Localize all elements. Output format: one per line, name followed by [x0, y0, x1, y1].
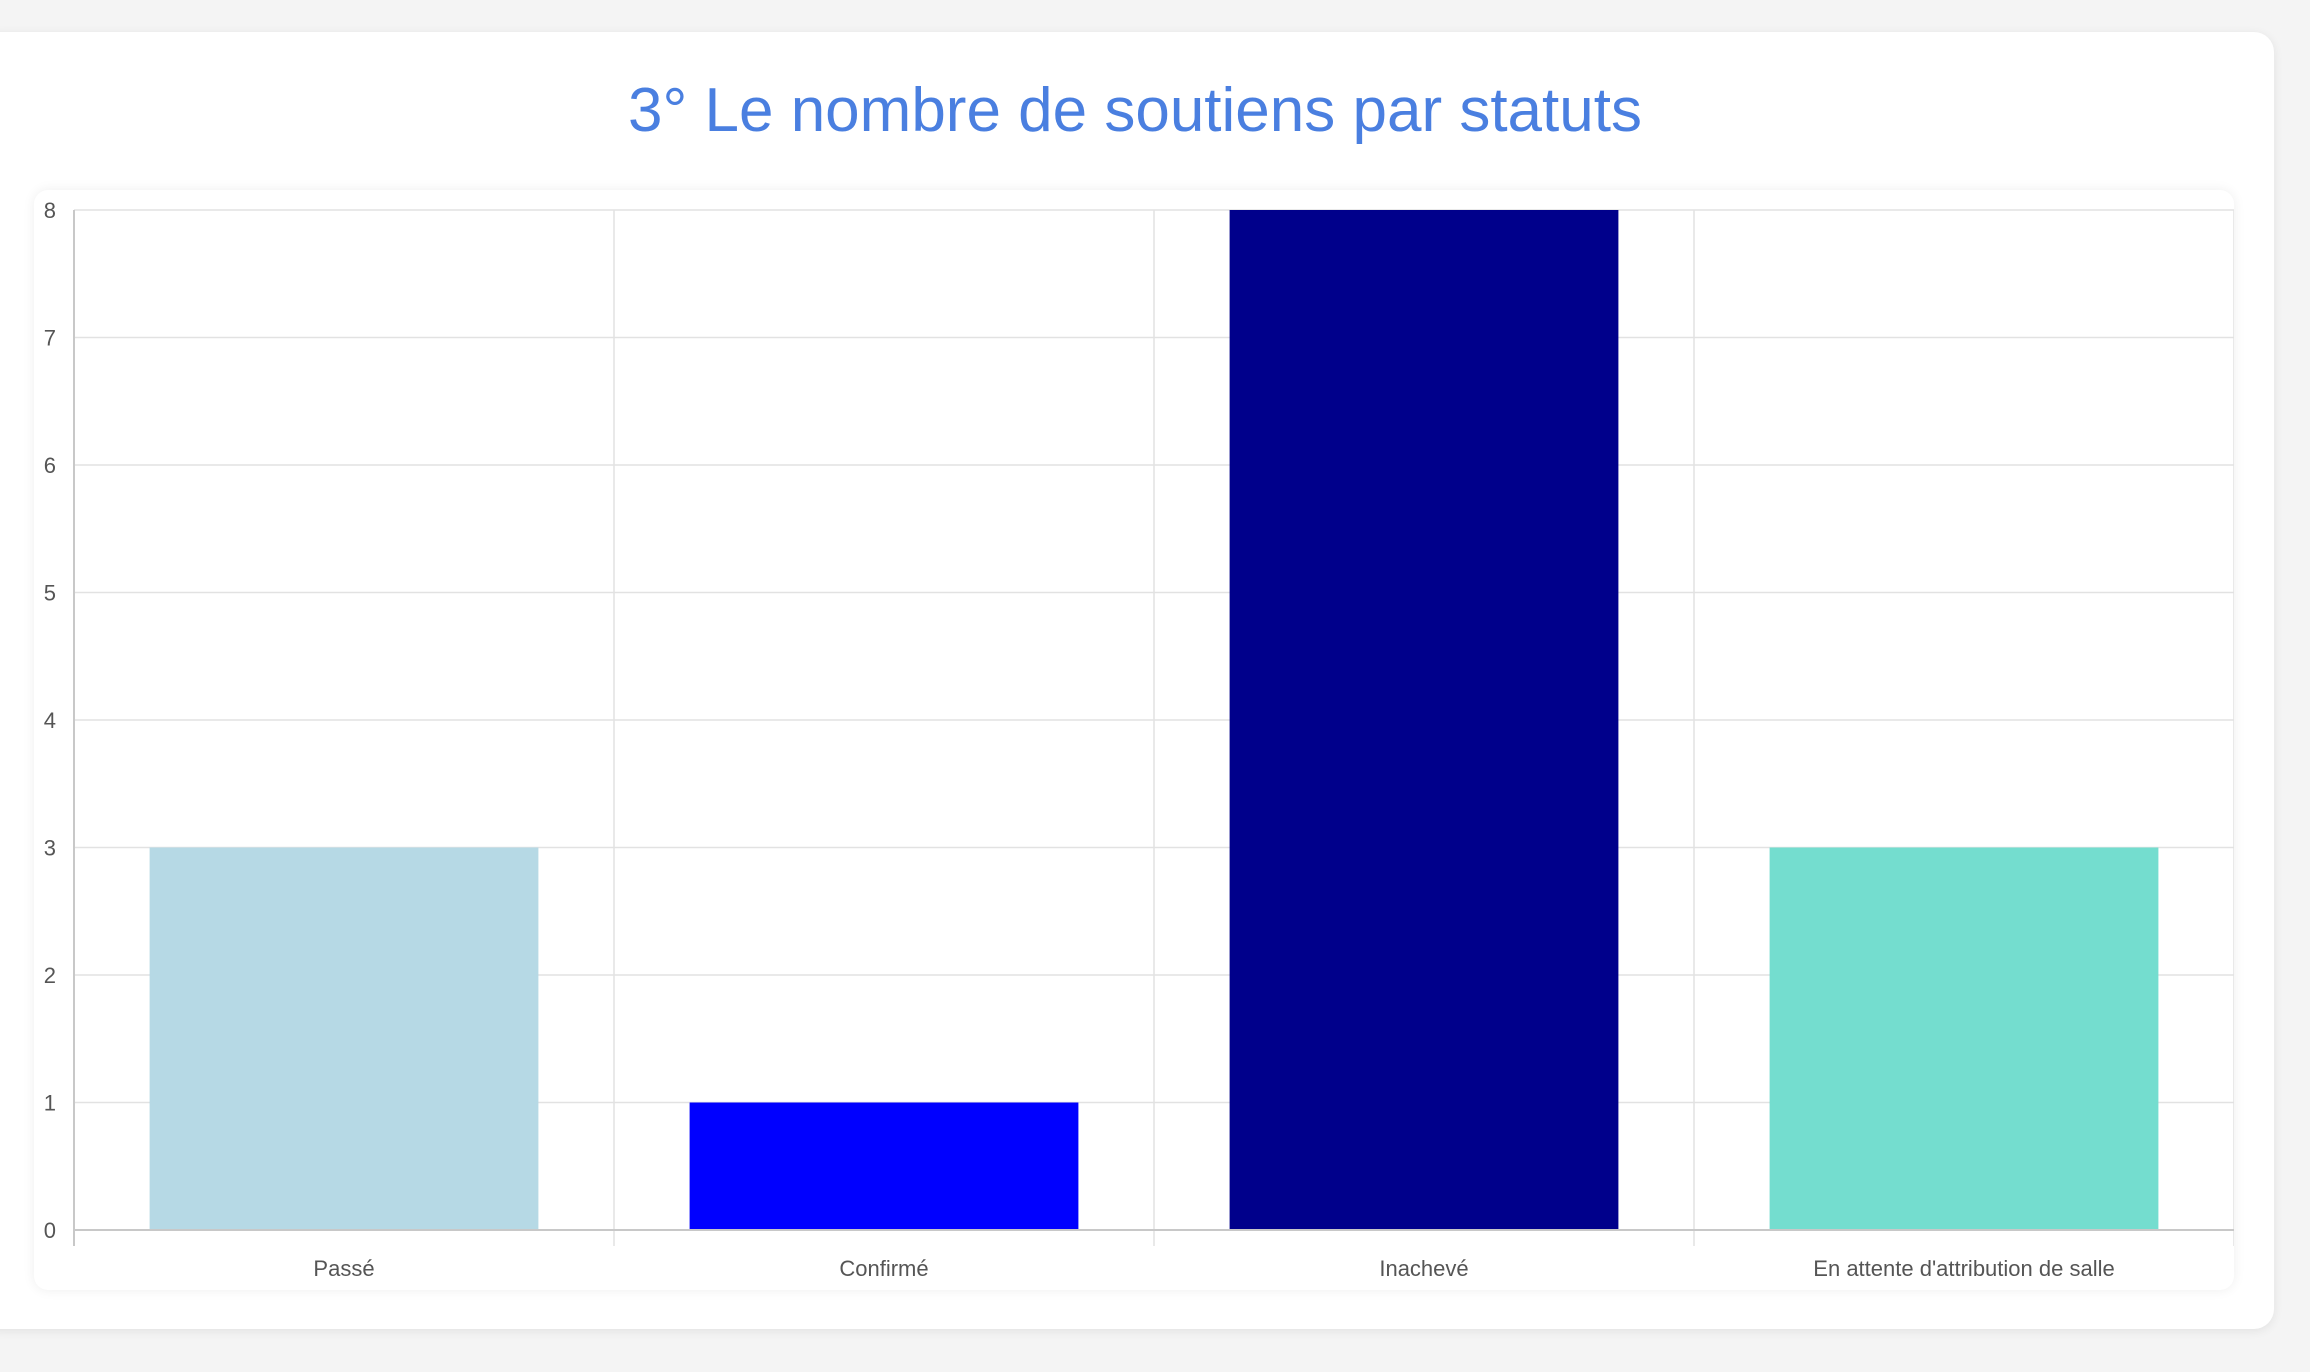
chart-container: 0 1 2 3 4 5 6 7 8 Passé Confirmé Inachevé En attente… [34, 190, 2234, 1290]
x-tick-label: Passé [313, 1256, 374, 1281]
x-tick-label: En attente d'attribution de salle [1813, 1256, 2114, 1281]
x-tick-label: Inachevé [1379, 1256, 1468, 1281]
y-tick-label: 6 [44, 453, 56, 478]
y-tick-label: 5 [44, 581, 56, 606]
y-tick-label: 2 [44, 963, 56, 988]
chart-tick-labels: 0 1 2 3 4 5 6 7 8 Passé Confirmé Inachevé En attente… [44, 198, 2115, 1281]
chart-bars [149, 210, 2159, 1231]
x-tick-label: Confirmé [839, 1256, 928, 1281]
y-tick-label: 7 [44, 326, 56, 351]
y-tick-label: 1 [44, 1091, 56, 1116]
y-tick-label: 8 [44, 198, 56, 223]
chart-axes [73, 210, 2234, 1246]
page-title: 3° Le nombre de soutiens par statuts [628, 76, 1642, 145]
bar-3[interactable] [1769, 847, 2159, 1231]
y-tick-label: 3 [44, 836, 56, 861]
y-tick-label: 0 [44, 1218, 56, 1243]
bar-1[interactable] [689, 1102, 1079, 1231]
bar-2[interactable] [1229, 210, 1619, 1230]
bar-chart: 0 1 2 3 4 5 6 7 8 Passé Confirmé Inachevé En attente… [44, 198, 2234, 1281]
bar-0[interactable] [149, 847, 539, 1231]
y-tick-label: 4 [44, 708, 56, 733]
